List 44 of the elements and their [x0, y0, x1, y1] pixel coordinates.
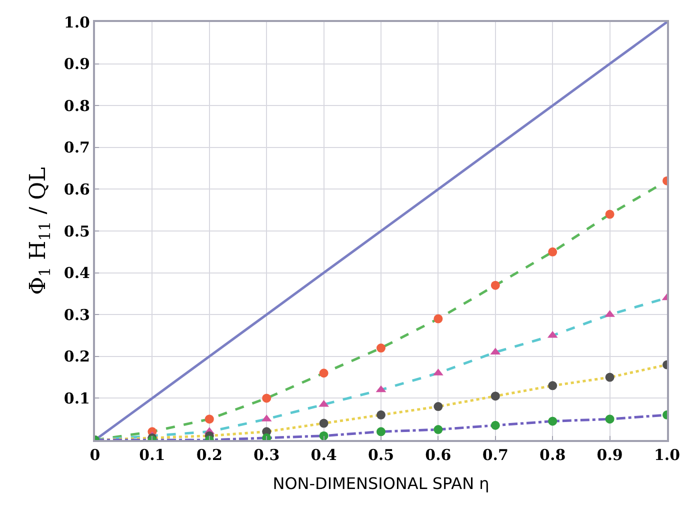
y-tick-label: 0.9 [64, 55, 90, 74]
x-tick-label: 1.0 [654, 446, 680, 464]
y-tick-label: 0.6 [64, 180, 90, 198]
y-tick-label: 0.7 [64, 138, 90, 157]
point [605, 372, 614, 382]
y-tick-label: 0.2 [64, 348, 90, 366]
point [548, 247, 558, 256]
point [376, 427, 386, 436]
point [376, 344, 386, 353]
x-tick-label: 0 [90, 446, 100, 464]
point [319, 418, 328, 428]
point [262, 394, 272, 403]
point [319, 431, 328, 440]
x-tick-label: 0.1 [139, 446, 166, 464]
y-tick-label: 0.5 [64, 222, 90, 240]
y-tick-label: 0.3 [64, 306, 90, 324]
line-series [95, 22, 667, 440]
point [490, 280, 500, 290]
x-axis-title: NON-DIMENSIONAL SPAN η [272, 474, 490, 494]
point [548, 416, 558, 426]
point [319, 368, 328, 378]
y-tick-label: 1.0 [64, 13, 90, 32]
x-tick-label: 0.4 [310, 446, 337, 464]
point [434, 425, 443, 434]
x-tick-label: 0.6 [425, 446, 452, 464]
point [318, 400, 329, 407]
y-tick-label: 0.1 [64, 389, 90, 408]
point [434, 402, 443, 412]
x-tick-label: 0.2 [196, 446, 222, 464]
x-tick-label: 0.7 [482, 446, 508, 464]
x-tick-label: 0.3 [254, 446, 280, 464]
x-tick-label: 0.8 [540, 446, 566, 464]
point [490, 420, 500, 430]
point [490, 392, 500, 401]
point [434, 314, 443, 324]
point [376, 410, 386, 420]
y-tick-label: 0.8 [64, 96, 90, 115]
point [548, 381, 558, 390]
point [605, 210, 614, 219]
point [605, 414, 614, 424]
x-tick-label: 0.9 [596, 446, 623, 464]
x-tick-label: 0.5 [368, 446, 394, 464]
y-tick-label: 0.4 [64, 264, 90, 282]
point [204, 414, 214, 424]
